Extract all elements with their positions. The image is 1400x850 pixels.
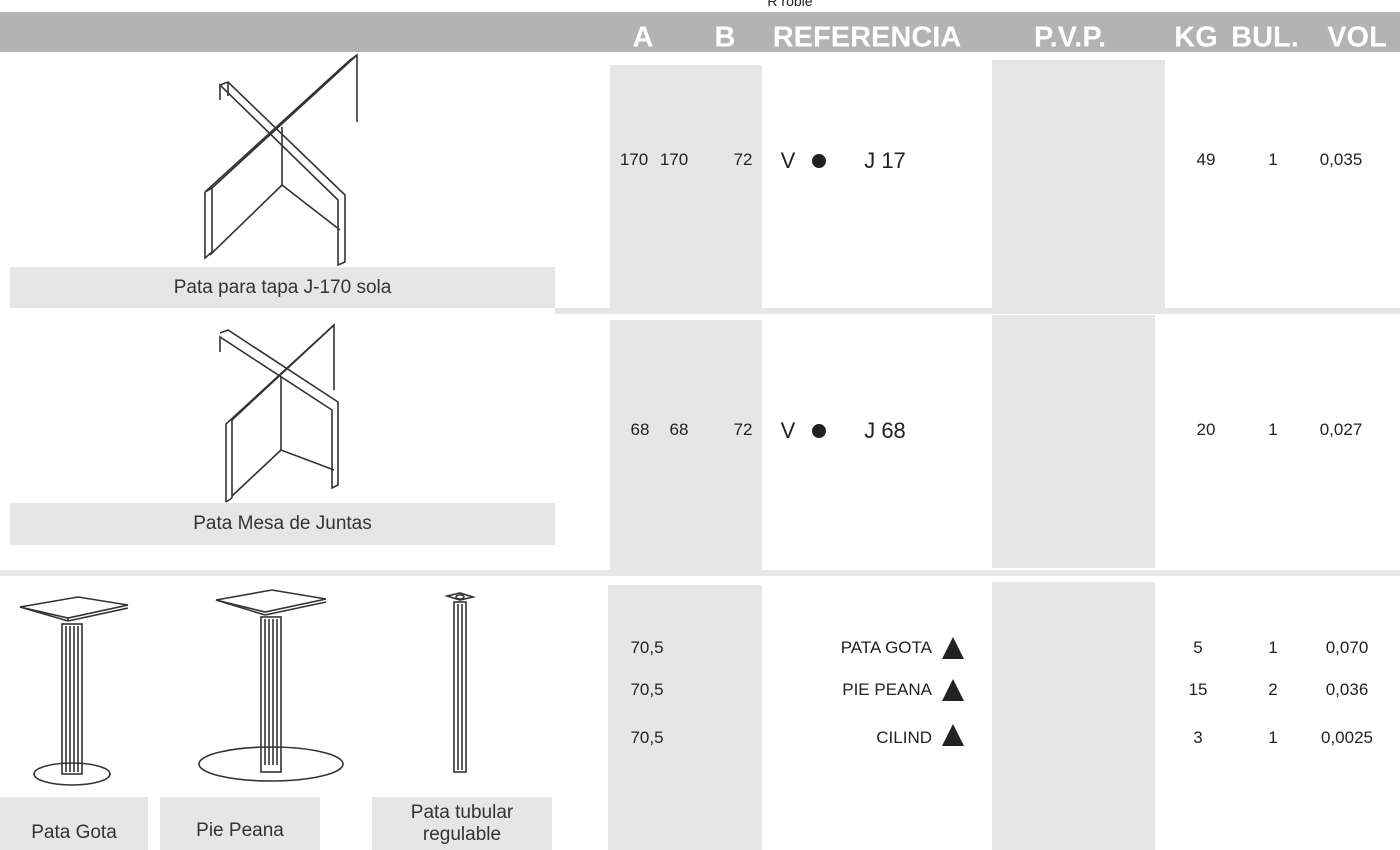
- reference: PIE PEANA: [842, 680, 932, 699]
- pata-tubular: [443, 592, 477, 773]
- reference: CILIND: [876, 728, 932, 747]
- header-bar: [0, 12, 1400, 52]
- dim-a: 70,5: [630, 638, 664, 657]
- caption: Pata para tapa J-170 sola: [10, 267, 555, 308]
- caption: Pie Peana: [160, 797, 320, 850]
- col-header: A: [632, 21, 654, 54]
- dim-b: 170: [659, 150, 689, 169]
- price-cell: [992, 60, 1165, 308]
- dim-b: 68: [669, 420, 689, 439]
- vol: 0,035: [1319, 150, 1363, 169]
- dim-cell: [610, 320, 762, 570]
- dim-a: 70,5: [630, 728, 664, 747]
- row-separator: [0, 570, 1400, 576]
- reference: PATA GOTA: [840, 638, 932, 657]
- dim-a: 170: [619, 150, 649, 169]
- kg: 20: [1196, 420, 1216, 439]
- col-header: KG: [1174, 21, 1218, 54]
- ref-prefix: V: [780, 148, 796, 173]
- reference: J 68: [864, 418, 906, 443]
- col-header: REFERENCIA: [772, 21, 962, 54]
- caption: Pata Gota: [0, 797, 148, 850]
- row-separator: [555, 308, 1400, 314]
- ref-prefix: V: [780, 418, 796, 443]
- bul: 1: [1268, 150, 1278, 169]
- cross-leg-170: [204, 53, 358, 267]
- reference: J 17: [864, 148, 906, 173]
- kg: 15: [1188, 680, 1208, 699]
- dim-a: 70,5: [630, 680, 664, 699]
- bul: 1: [1268, 728, 1278, 747]
- price-cell: [992, 315, 1155, 568]
- bul: 2: [1268, 680, 1278, 699]
- bul: 1: [1268, 638, 1278, 657]
- pata-gota: [19, 596, 129, 786]
- col-header: VOL: [1327, 21, 1387, 54]
- vol: 0,036: [1325, 680, 1369, 699]
- dim-cell: [610, 65, 762, 308]
- vol: 0,070: [1325, 638, 1369, 657]
- kg: 5: [1193, 638, 1203, 657]
- dim-h: 72: [733, 150, 753, 169]
- vol: 0,0025: [1321, 728, 1373, 747]
- col-header: B: [714, 21, 736, 54]
- caption: Pata tubular regulable: [372, 797, 552, 850]
- pie-peana: [198, 589, 344, 782]
- top-note: R roble: [767, 0, 813, 9]
- dim-cell: [608, 585, 762, 850]
- price-cell: [992, 582, 1155, 850]
- vol: 0,027: [1319, 420, 1363, 439]
- caption: Pata Mesa de Juntas: [10, 503, 555, 545]
- dim-a: 68: [630, 420, 650, 439]
- kg: 49: [1196, 150, 1216, 169]
- caption-tab: [192, 576, 352, 596]
- cross-leg-68: [219, 323, 339, 503]
- dim-h: 72: [733, 420, 753, 439]
- bul: 1: [1268, 420, 1278, 439]
- col-header: BUL.: [1231, 21, 1299, 54]
- kg: 3: [1193, 728, 1203, 747]
- ref-dots: [812, 154, 964, 746]
- col-header: P.V.P.: [1033, 21, 1107, 54]
